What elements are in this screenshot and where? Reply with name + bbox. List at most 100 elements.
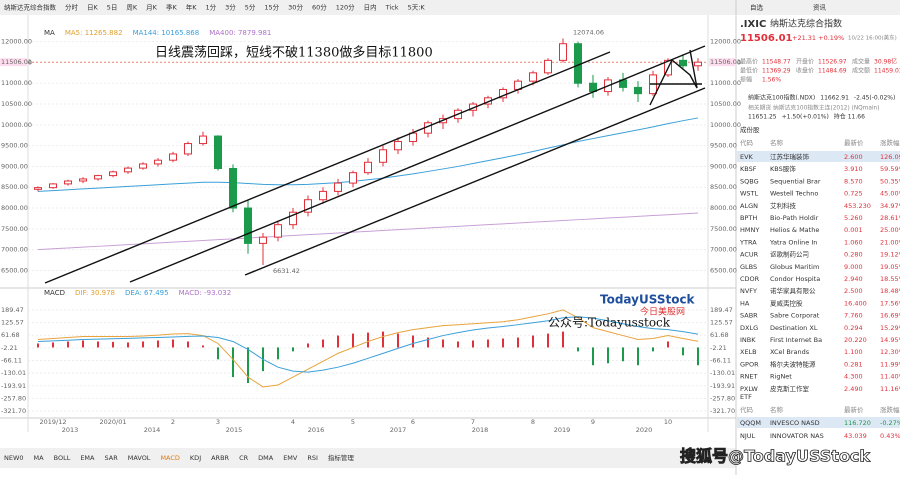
macd-bar [112,341,114,348]
table-cell: Sequential Brar [770,177,821,185]
indicator-tab[interactable]: MAVOL [128,454,151,462]
indicator-tab[interactable]: DMA [258,454,274,462]
macd-bar [37,343,39,348]
y-tick-label: 12000.00 [1,38,32,46]
table-cell: 7.760 [844,312,863,320]
toolbar-item[interactable]: 30分 [288,3,303,12]
toolbar-item[interactable]: 月K [146,4,158,12]
table-cell: 17.56% [880,299,900,307]
indicator-tab[interactable]: ARBR [211,454,229,462]
x-year-label: 2014 [144,426,161,434]
table-cell: 0.280 [844,251,863,259]
logo-subtitle: 今日美股网 [640,306,685,318]
x-year-label: 2015 [226,426,243,434]
y-tick-label: 10000.00 [710,121,741,129]
related-index: 11662.91 [820,95,849,102]
table-cell: 皮克斯工作室 [770,384,810,393]
y-tick-label: 9000.00 [710,162,737,170]
futures-quote: 11651.25 [748,114,777,121]
macd-tick-label: -321.70 [1,407,26,415]
macd-legend: DEA: 67.495 [125,289,169,297]
indicator-tab[interactable]: RSI [307,454,318,462]
macd-bar [502,338,504,348]
toolbar-item[interactable]: 日K [87,4,99,12]
table-cell: 涨跌幅 [880,405,900,414]
x-year-label: 2016 [308,426,325,434]
table-cell: 夏威夷控股 [770,298,803,307]
stat-value: 11484.69 [818,68,847,75]
table-cell: 14.95% [880,336,900,344]
toolbar-item[interactable]: 5日 [107,4,118,12]
macd-tick-label: -257.80 [710,394,735,402]
table-cell: GLBS [740,263,757,271]
y-tick-label: 7000.00 [710,246,737,254]
table-cell: KBSF [740,165,757,173]
table-cell: HMNY [740,226,759,234]
toolbar-item[interactable]: 1分 [205,3,216,12]
indicator-tab[interactable]: NEW0 [4,454,24,462]
toolbar-item[interactable]: 周K [126,4,138,12]
toolbar-item[interactable]: 纳斯达克综合指数 [4,3,57,12]
x-tick-label: 10 [664,418,672,426]
toolbar-item[interactable]: 分时 [65,3,79,12]
candle-body [694,61,702,67]
table-cell: 4.300 [844,373,863,381]
table-cell: 20.220 [844,336,867,344]
macd-bar [442,339,444,348]
candle-body [349,172,357,184]
indicator-tab[interactable]: MACD [160,454,179,462]
macd-tick-label: -257.80 [1,394,26,402]
toolbar-item[interactable]: 120分 [336,3,355,12]
stat-label: 收盘价 [796,67,814,75]
indicator-tab[interactable]: 指标管理 [328,453,355,462]
indicator-tab[interactable]: SAR [105,454,119,462]
candle-body [334,182,342,192]
x-tick-label: 8 [531,418,535,426]
table-cell: 25.00% [880,226,900,234]
table-cell: 15.29% [880,324,900,332]
panel-tab[interactable]: 资讯 [813,3,827,12]
x-year-label: 2019 [554,426,571,434]
macd-bar [187,341,189,348]
toolbar-item[interactable]: 15分 [264,3,279,12]
indicator-tab[interactable]: EMV [283,454,298,462]
related-index: 纳斯达克100指数(.NDX) [748,94,815,102]
toolbar-item[interactable]: 5分 [245,3,256,12]
toolbar-item[interactable]: 日内 [364,3,377,12]
panel-tab[interactable]: 自选 [750,3,764,12]
indicator-tab[interactable]: CR [239,454,249,462]
toolbar-item[interactable]: 5天:K [408,4,426,12]
macd-tick-label: -321.70 [710,407,735,415]
toolbar-item[interactable]: 季K [166,3,178,12]
ma-line [37,117,699,192]
macd-legend: DIF: 30.978 [75,289,115,297]
toolbar-bg [0,0,900,15]
stat-label: 成交额 [852,67,870,75]
toolbar-item[interactable]: 年K [186,3,198,12]
toolbar-item[interactable]: 60分 [312,3,327,12]
indicator-tab[interactable]: BOLL [54,454,71,462]
table-cell: 11.16% [880,385,900,393]
candle-body [289,211,297,226]
indicator-tab[interactable]: EMA [80,454,95,462]
legend-item: MA144: 10165.868 [133,29,200,37]
x-tick-label: 2 [171,418,175,426]
candle-body [139,163,147,169]
macd-bar [277,347,279,360]
table-cell: 诺华家具有限公 [770,286,816,295]
y-tick-label: 7500.00 [1,225,28,233]
indicator-tab[interactable]: MA [34,454,45,462]
y-tick-label: 8500.00 [710,183,737,191]
table-cell: 0.281 [844,360,863,368]
channel-line [44,51,611,284]
toolbar-item[interactable]: Tick [385,4,399,12]
table-cell: DXLG [740,324,758,332]
macd-bar [367,332,369,348]
stat-value: 30.98亿 [874,58,897,66]
indicator-tab[interactable]: KDJ [190,454,201,462]
candle-body [169,153,177,161]
toolbar-item[interactable]: 3分 [225,3,236,12]
y-tick-label: 10500.00 [710,100,741,108]
table-cell: 34.97% [880,202,900,210]
y-tick-label: 11000.00 [1,79,32,87]
